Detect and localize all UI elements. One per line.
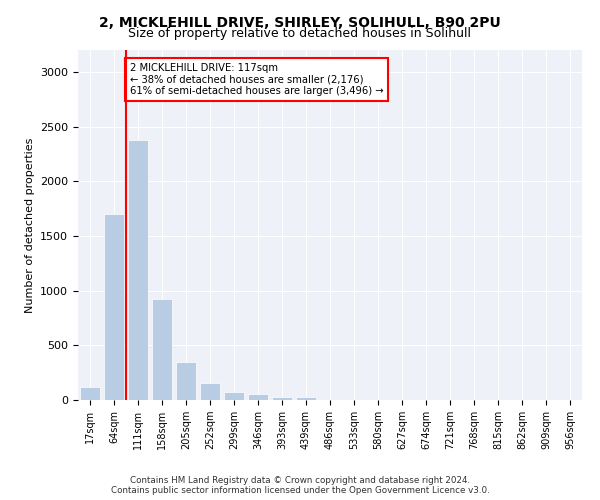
Text: Size of property relative to detached houses in Solihull: Size of property relative to detached ho… xyxy=(128,27,472,40)
Bar xyxy=(128,140,148,400)
Bar xyxy=(224,392,244,400)
Y-axis label: Number of detached properties: Number of detached properties xyxy=(25,138,35,312)
Bar xyxy=(248,394,268,400)
Bar xyxy=(200,383,220,400)
Text: Contains HM Land Registry data © Crown copyright and database right 2024.
Contai: Contains HM Land Registry data © Crown c… xyxy=(110,476,490,495)
Bar xyxy=(104,214,124,400)
Bar xyxy=(176,362,196,400)
Bar xyxy=(152,300,172,400)
Text: 2, MICKLEHILL DRIVE, SHIRLEY, SOLIHULL, B90 2PU: 2, MICKLEHILL DRIVE, SHIRLEY, SOLIHULL, … xyxy=(99,16,501,30)
Bar xyxy=(272,396,292,400)
Text: 2 MICKLEHILL DRIVE: 117sqm
← 38% of detached houses are smaller (2,176)
61% of s: 2 MICKLEHILL DRIVE: 117sqm ← 38% of deta… xyxy=(130,63,383,96)
Bar xyxy=(80,388,100,400)
Bar xyxy=(296,396,316,400)
